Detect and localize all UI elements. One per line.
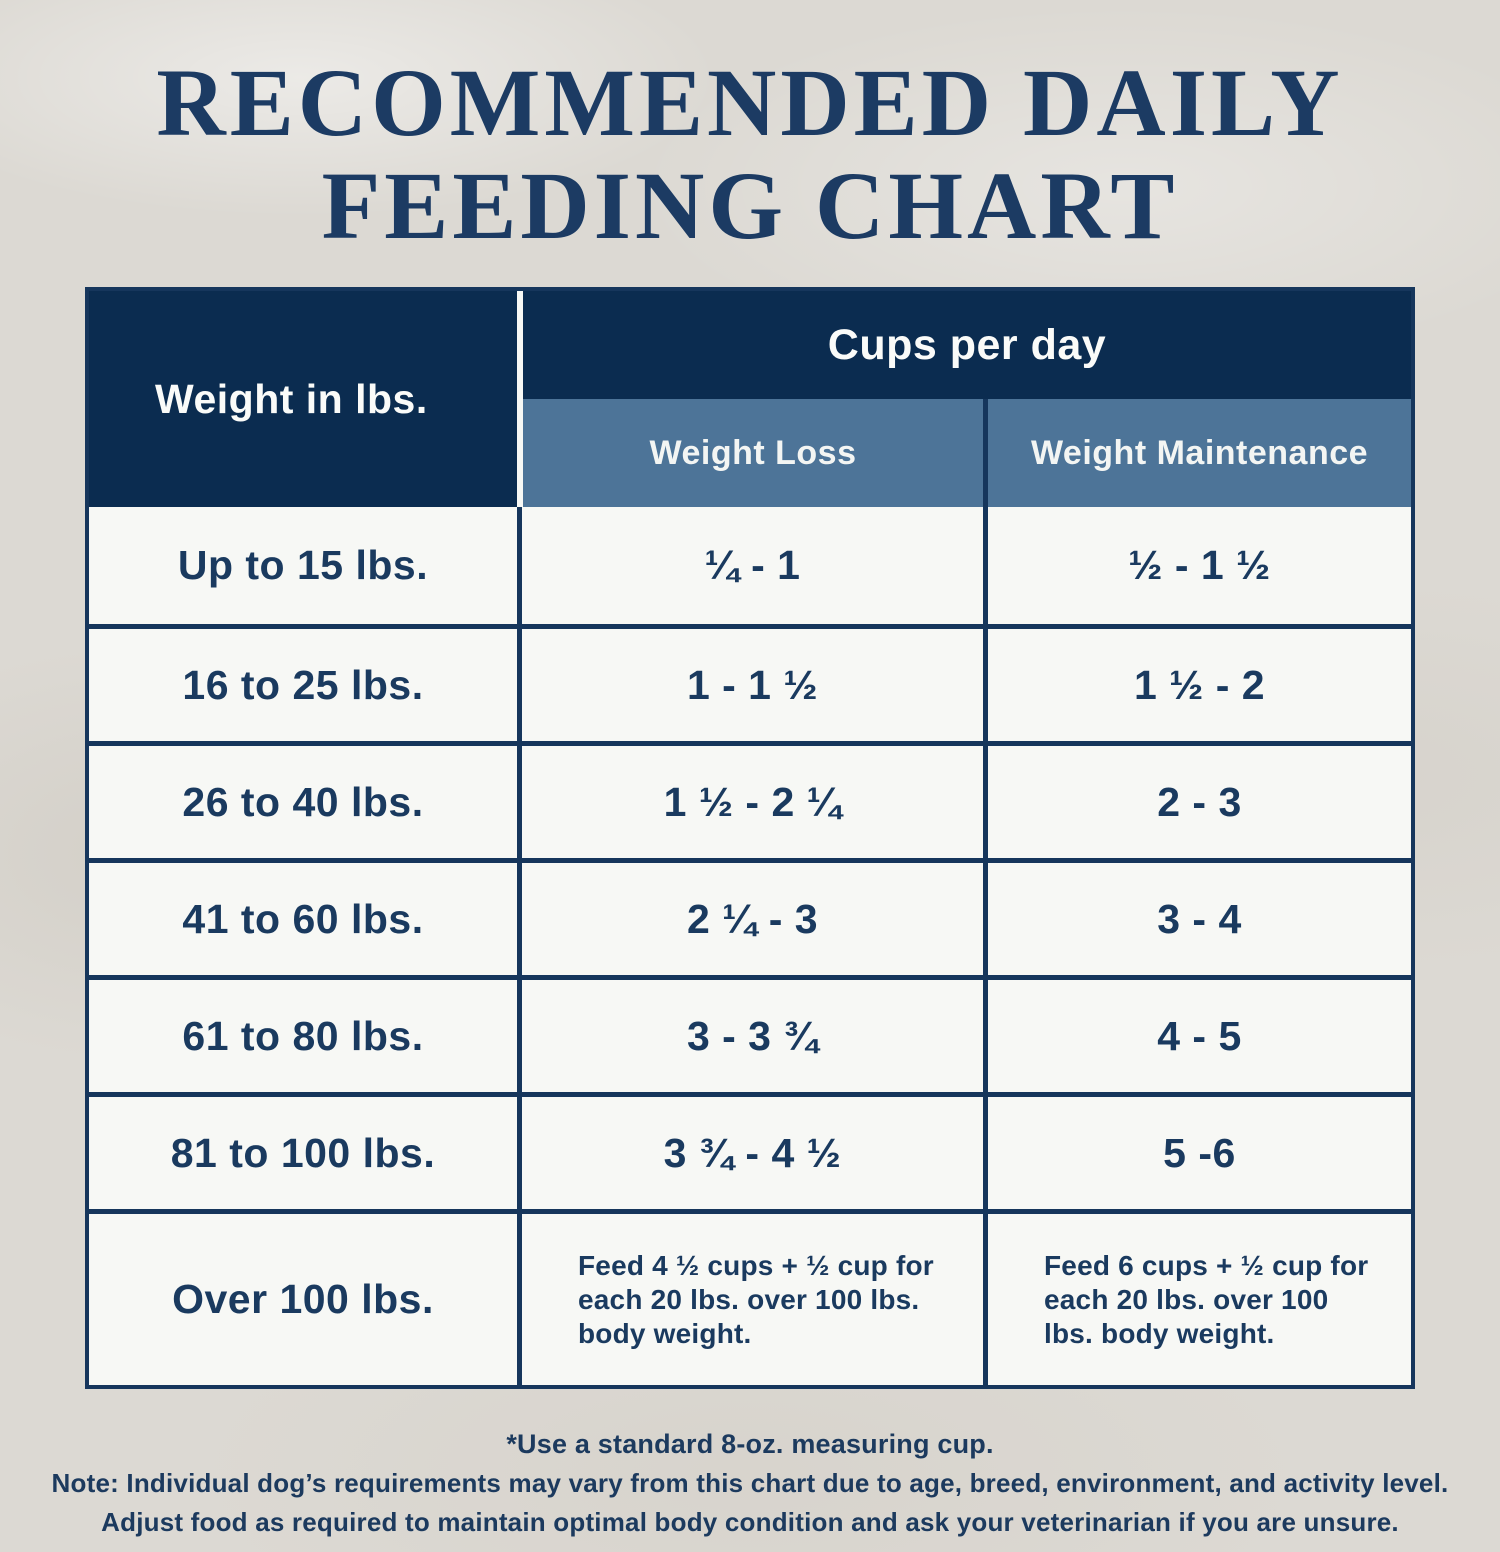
sub-header-row: Weight Loss Weight Maintenance xyxy=(523,399,1411,508)
column-group-header-cups-per-day: Cups per day xyxy=(523,291,1411,400)
weight-loss-cups-cell: 3 - 3 ¾ xyxy=(517,980,983,1093)
footnote-measuring-cup: *Use a standard 8-oz. measuring cup. xyxy=(506,1429,994,1460)
table-row: 81 to 100 lbs. 3 ¾ - 4 ½ 5 -6 xyxy=(89,1092,1411,1210)
header-gap-divider xyxy=(517,291,523,508)
weight-range-cell: Over 100 lbs. xyxy=(172,1276,434,1323)
footnote-adjust-food: Adjust food as required to maintain opti… xyxy=(101,1507,1399,1538)
column-header-weight-maintenance: Weight Maintenance xyxy=(983,399,1411,508)
column-header-weight-loss: Weight Loss xyxy=(523,399,983,508)
weight-maintenance-cups-cell: 3 - 4 xyxy=(983,863,1411,976)
table-row: 16 to 25 lbs. 1 - 1 ½ 1 ½ - 2 xyxy=(89,624,1411,742)
weight-range-cell: 61 to 80 lbs. xyxy=(182,1012,424,1059)
page-title-line2: FEEDING CHART xyxy=(321,151,1179,259)
table-row: 41 to 60 lbs. 2 ¼ - 3 3 - 4 xyxy=(89,858,1411,976)
weight-loss-cups-cell: 3 ¾ - 4 ½ xyxy=(517,1097,983,1210)
weight-range-cell: 81 to 100 lbs. xyxy=(170,1129,436,1176)
weight-loss-cups-cell: Feed 4 ½ cups + ½ cup for each 20 lbs. o… xyxy=(517,1214,983,1386)
header-cups-group: Cups per day Weight Loss Weight Maintena… xyxy=(523,291,1411,508)
weight-maintenance-cups-cell: 1 ½ - 2 xyxy=(983,629,1411,742)
feeding-chart-table: Weight in lbs. Cups per day Weight Loss … xyxy=(85,287,1415,1390)
table-row: 26 to 40 lbs. 1 ½ - 2 ¼ 2 - 3 xyxy=(89,741,1411,859)
weight-loss-cups-cell: 2 ¼ - 3 xyxy=(517,863,983,976)
weight-maintenance-cups-cell: 4 - 5 xyxy=(983,980,1411,1093)
page-title: RECOMMENDED DAILY FEEDING CHART xyxy=(0,49,1500,259)
footnote-requirements-vary: Note: Individual dog’s requirements may … xyxy=(51,1468,1449,1499)
weight-maintenance-cups-cell: Feed 6 cups + ½ cup for each 20 lbs. ove… xyxy=(983,1214,1411,1386)
weight-maintenance-cups-cell: 5 -6 xyxy=(983,1097,1411,1210)
weight-maintenance-cups-cell: ½ - 1 ½ xyxy=(983,507,1411,625)
footnotes: *Use a standard 8-oz. measuring cup. Not… xyxy=(0,1425,1500,1542)
weight-loss-cups-cell: 1 - 1 ½ xyxy=(517,629,983,742)
weight-range-cell: 26 to 40 lbs. xyxy=(182,778,424,825)
table-header: Weight in lbs. Cups per day Weight Loss … xyxy=(89,291,1411,508)
page-title-line1: RECOMMENDED DAILY xyxy=(156,49,1344,156)
table-row: Over 100 lbs. Feed 4 ½ cups + ½ cup for … xyxy=(89,1209,1411,1386)
weight-range-cell: 16 to 25 lbs. xyxy=(182,661,424,708)
weight-loss-cups-cell: 1 ½ - 2 ¼ xyxy=(517,746,983,859)
table-row: Up to 15 lbs. ¼ - 1 ½ - 1 ½ xyxy=(89,507,1411,625)
weight-range-cell: Up to 15 lbs. xyxy=(177,542,429,589)
weight-range-cell: 41 to 60 lbs. xyxy=(182,895,424,942)
table-row: 61 to 80 lbs. 3 - 3 ¾ 4 - 5 xyxy=(89,975,1411,1093)
weight-maintenance-cups-cell: 2 - 3 xyxy=(983,746,1411,859)
column-header-weight: Weight in lbs. xyxy=(89,291,517,508)
weight-loss-cups-cell: ¼ - 1 xyxy=(517,507,983,625)
